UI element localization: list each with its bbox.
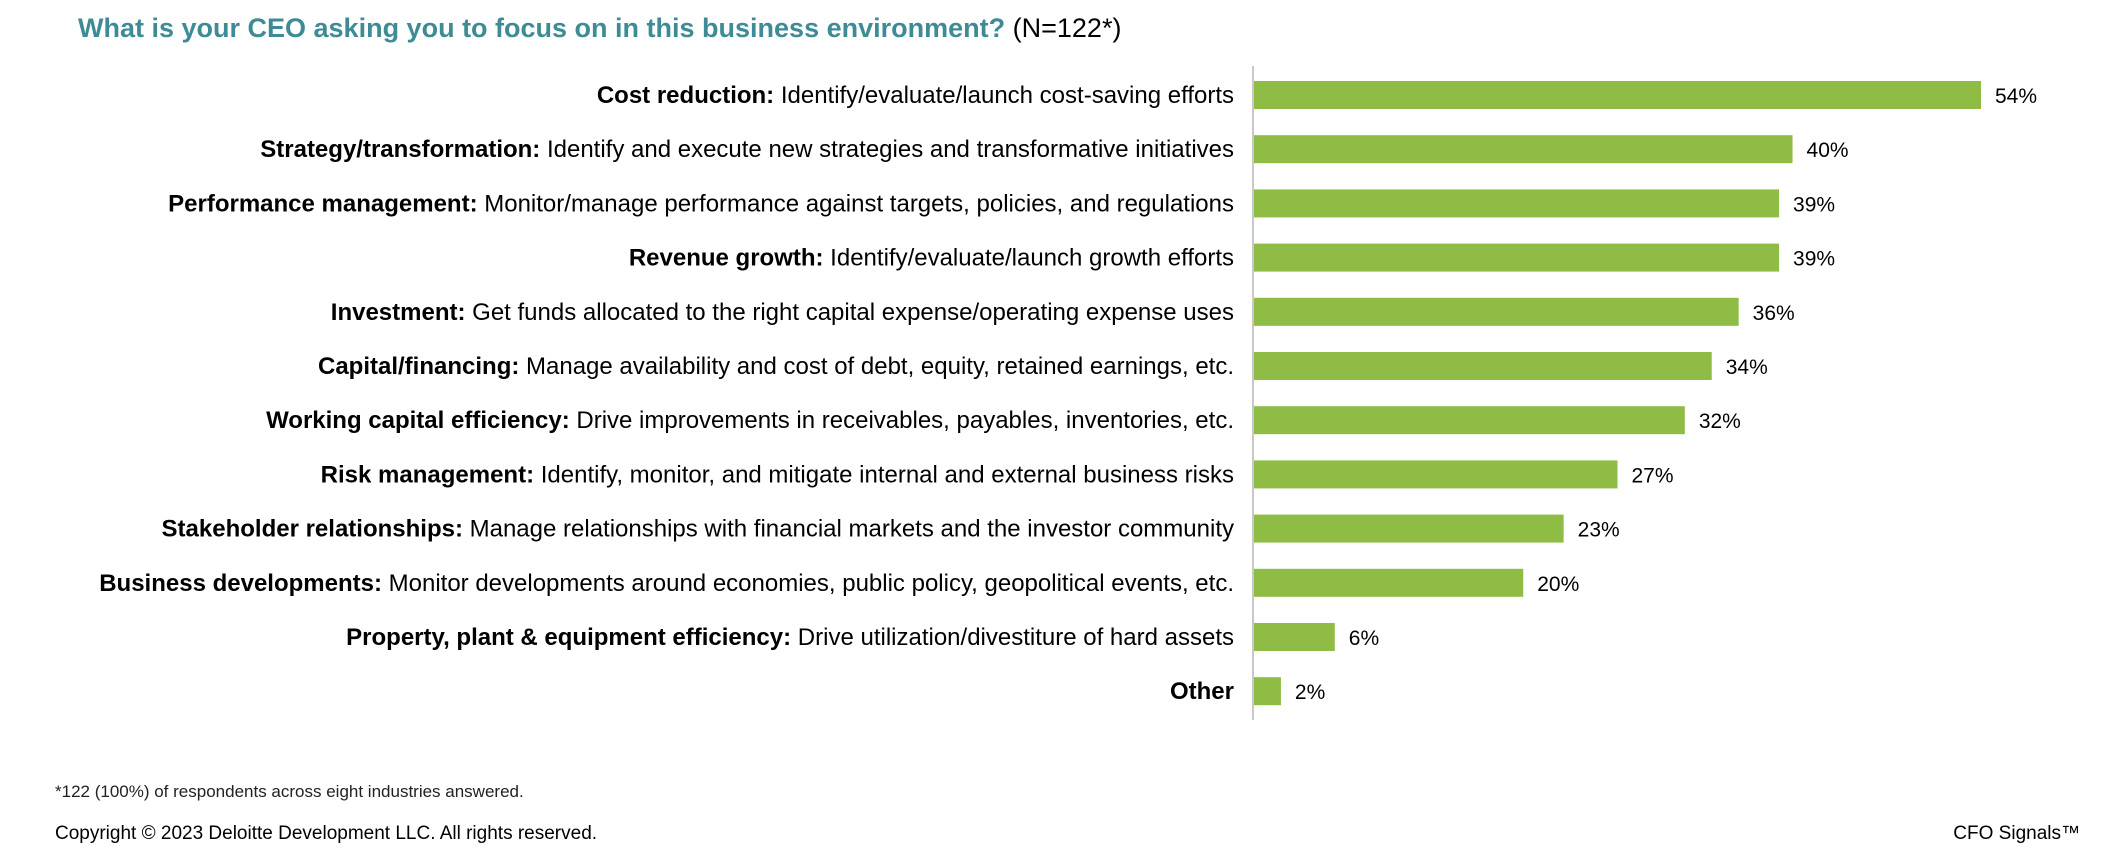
bar: [1254, 514, 1564, 543]
data-label: 54%: [1995, 85, 2037, 108]
category-label-description: Monitor developments around economies, p…: [382, 570, 1234, 597]
category-label-bold: Strategy/transformation:: [260, 136, 540, 163]
category-label-bold: Other: [1170, 678, 1234, 705]
category-label-description: Drive improvements in receivables, payab…: [570, 407, 1234, 434]
category-label-description: Identify/evaluate/launch cost-saving eff…: [774, 82, 1234, 109]
chart-title-question: What is your CEO asking you to focus on …: [78, 13, 1006, 43]
bar-chart: Cost reduction: Identify/evaluate/launch…: [99, 66, 2037, 720]
footnote: *122 (100%) of respondents across eight …: [55, 782, 524, 801]
category-label-bold: Business developments:: [99, 570, 382, 597]
category-label: Stakeholder relationships: Manage relati…: [162, 516, 1234, 543]
category-label: Performance management: Monitor/manage p…: [168, 190, 1234, 217]
category-label-description: Monitor/manage performance against targe…: [478, 190, 1234, 217]
bar: [1254, 243, 1780, 272]
category-label-bold: Investment:: [331, 299, 466, 326]
data-label: 6%: [1349, 627, 1379, 650]
data-label: 23%: [1578, 519, 1620, 542]
data-label: 2%: [1295, 681, 1325, 704]
category-label-bold: Cost reduction:: [597, 82, 774, 109]
category-label-bold: Working capital efficiency:: [266, 407, 570, 434]
category-label-description: Manage relationships with financial mark…: [463, 516, 1234, 543]
data-label: 40%: [1807, 139, 1849, 162]
category-label-description: Get funds allocated to the right capital…: [465, 299, 1234, 326]
category-label: Revenue growth: Identify/evaluate/launch…: [629, 245, 1234, 272]
data-label: 39%: [1793, 193, 1835, 216]
category-label-description: Drive utilization/divestiture of hard as…: [791, 624, 1234, 651]
bar: [1254, 81, 1981, 109]
category-label: Capital/financing: Manage availability a…: [318, 353, 1234, 380]
bar: [1254, 135, 1793, 164]
bar: [1254, 460, 1618, 489]
category-label-description: Identify and execute new strategies and …: [540, 136, 1234, 163]
bar: [1254, 568, 1524, 597]
chart-title: What is your CEO asking you to focus on …: [78, 8, 1121, 48]
bar: [1254, 677, 1281, 706]
data-label: 27%: [1632, 464, 1674, 487]
bar: [1254, 297, 1739, 326]
brand-mark: CFO Signals™: [1953, 823, 2080, 844]
bar: [1254, 406, 1685, 435]
copyright: Copyright © 2023 Deloitte Development LL…: [55, 823, 598, 844]
data-label: 39%: [1793, 248, 1835, 271]
category-label: Cost reduction: Identify/evaluate/launch…: [597, 82, 1234, 109]
category-label: Investment: Get funds allocated to the r…: [331, 299, 1234, 326]
category-label: Business developments: Monitor developme…: [99, 570, 1234, 597]
category-label-bold: Risk management:: [321, 461, 534, 488]
bar: [1254, 352, 1712, 380]
data-label: 32%: [1699, 410, 1741, 433]
data-label: 36%: [1753, 302, 1795, 325]
category-label: Strategy/transformation: Identify and ex…: [260, 136, 1234, 163]
category-label-description: Manage availability and cost of debt, eq…: [519, 353, 1234, 380]
category-label-description: Identify/evaluate/launch growth efforts: [824, 245, 1234, 272]
chart-subtitle: (N=122*): [1012, 13, 1122, 43]
category-label-bold: Stakeholder relationships:: [162, 516, 463, 543]
category-label-bold: Capital/financing:: [318, 353, 519, 380]
category-label: Other: [1170, 678, 1234, 705]
bar: [1254, 189, 1780, 218]
category-label-bold: Performance management:: [168, 190, 477, 217]
category-label-bold: Property, plant & equipment efficiency:: [346, 624, 791, 651]
data-label: 34%: [1726, 356, 1768, 379]
category-label: Working capital efficiency: Drive improv…: [266, 407, 1234, 434]
data-label: 20%: [1537, 573, 1579, 596]
category-label: Property, plant & equipment efficiency: …: [346, 624, 1234, 651]
category-label: Risk management: Identify, monitor, and …: [321, 461, 1234, 488]
category-label-description: Identify, monitor, and mitigate internal…: [534, 461, 1234, 488]
bar: [1254, 623, 1335, 651]
category-label-bold: Revenue growth:: [629, 245, 824, 272]
